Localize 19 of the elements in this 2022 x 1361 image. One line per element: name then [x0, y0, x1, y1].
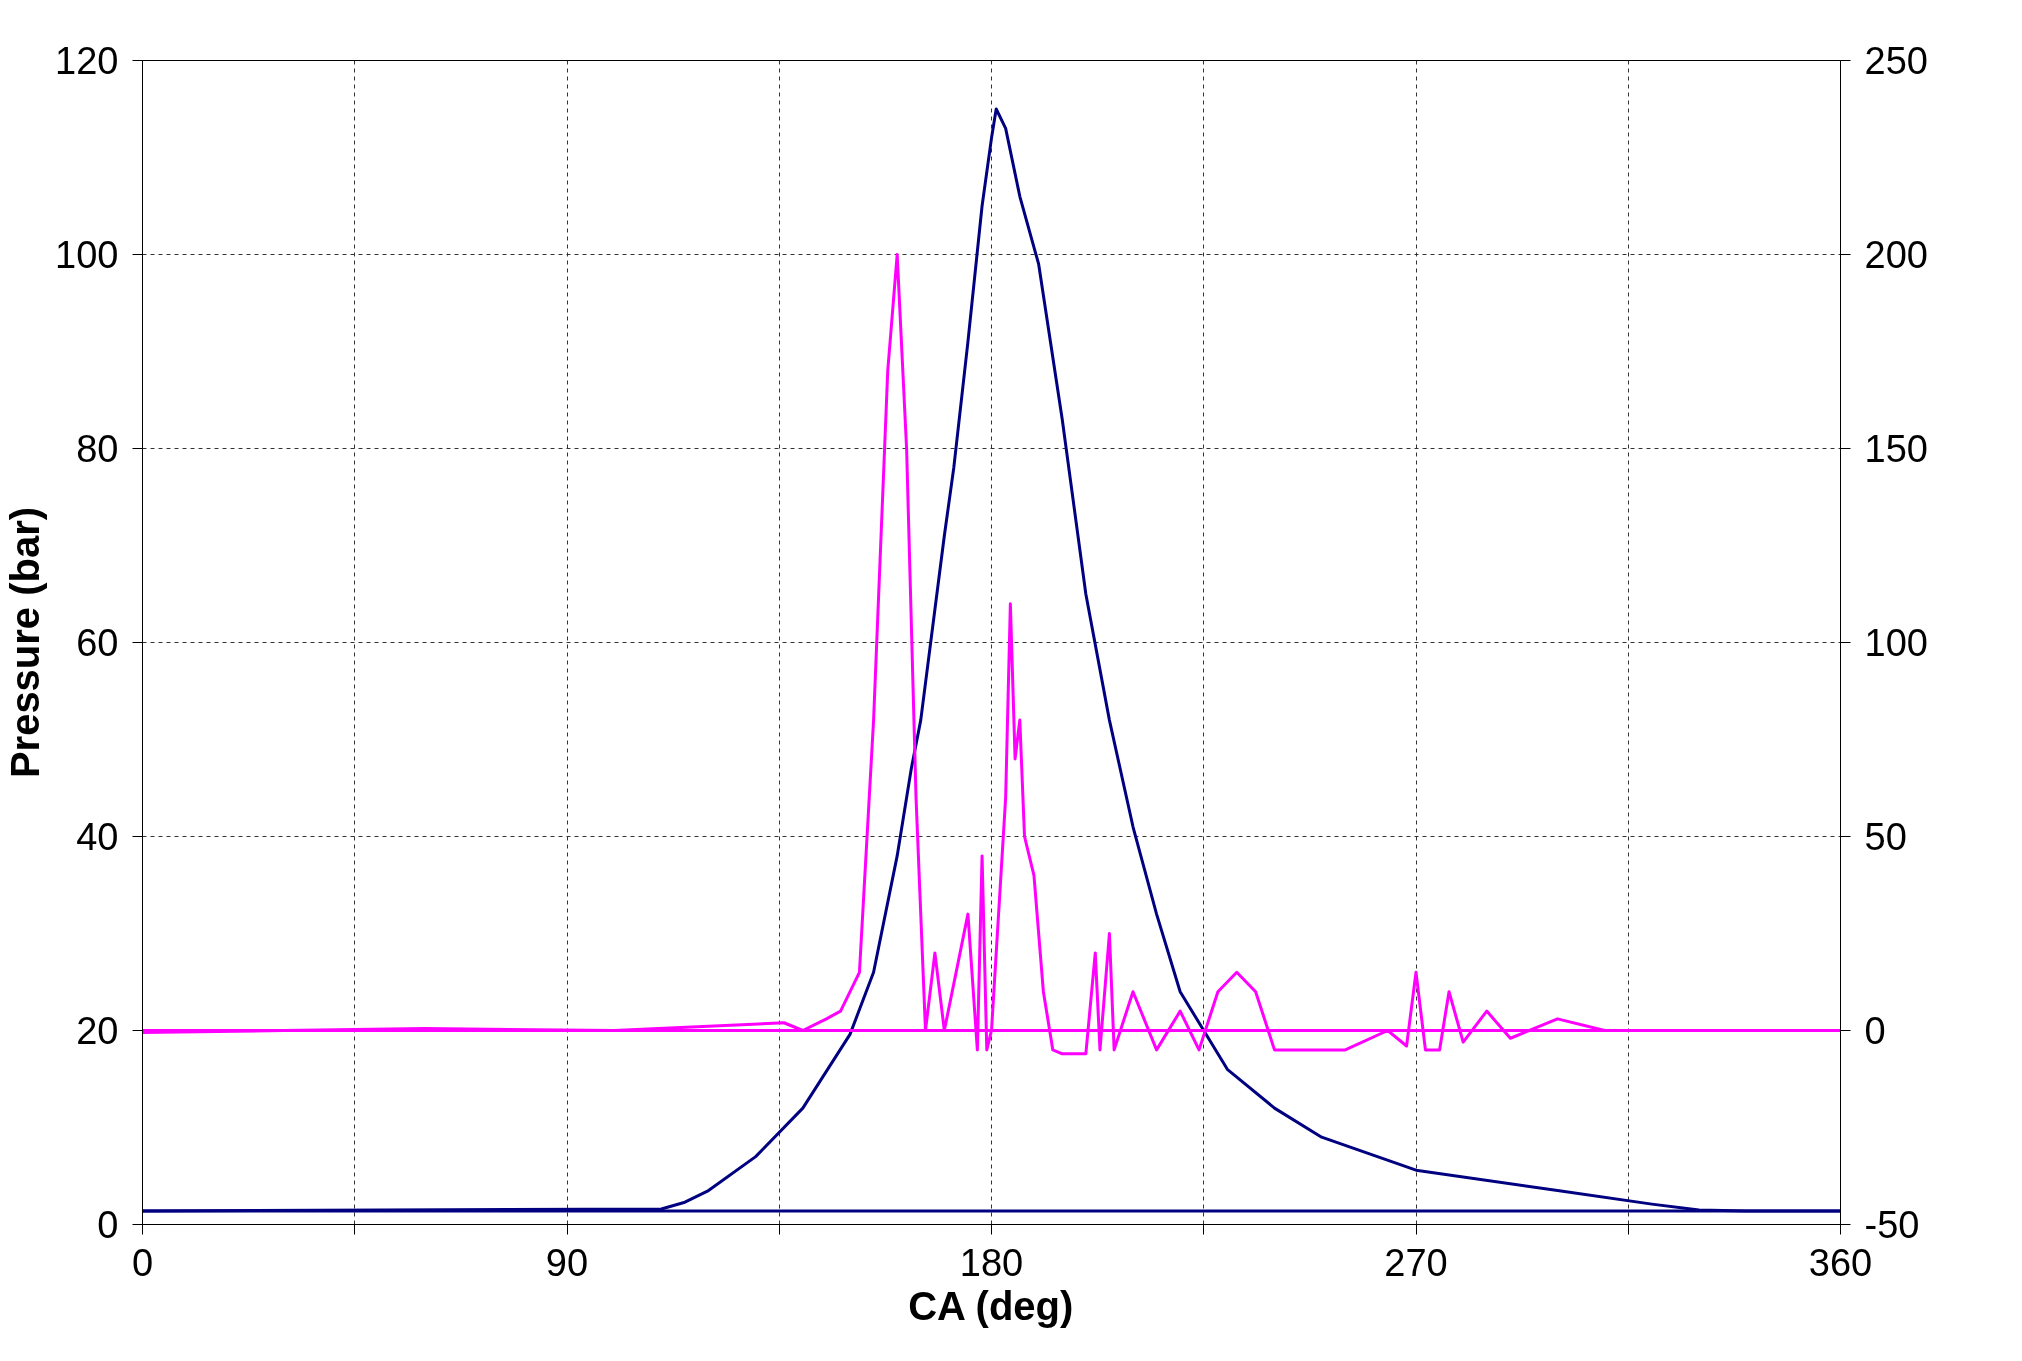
y2-tick-label: 100 [1864, 622, 1928, 664]
y-tick-label: 100 [55, 234, 119, 276]
x-axis-title: CA (deg) [908, 1283, 1074, 1328]
y2-tick-label: 50 [1864, 816, 1907, 858]
x-tick-label: 90 [545, 1241, 589, 1284]
y2-tick-label: 0 [1864, 1010, 1886, 1052]
y-tick-label: 120 [55, 40, 119, 82]
y-tick-label: 20 [76, 1010, 119, 1052]
x-tick-label: 270 [1384, 1241, 1448, 1284]
y-tick-label: 40 [76, 816, 119, 858]
y2-tick-label: 250 [1864, 40, 1928, 82]
x-tick-label: 0 [131, 1241, 154, 1284]
y-tick-label: 60 [76, 622, 119, 664]
y-tick-label: 80 [76, 428, 119, 470]
y-tick-label: 0 [97, 1204, 119, 1246]
x-tick-label: 180 [959, 1241, 1024, 1284]
y2-tick-label: 200 [1864, 234, 1928, 276]
y-axis-title: Pressure (bar) [3, 506, 48, 779]
y2-tick-label: 150 [1864, 428, 1928, 470]
